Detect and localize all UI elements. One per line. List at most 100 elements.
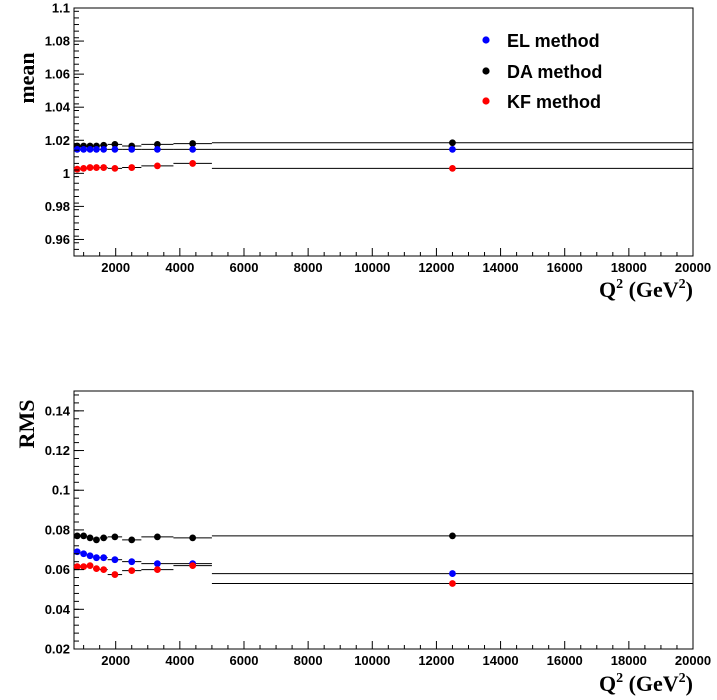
mean-y-tick-label: 1.1: [52, 1, 70, 16]
rms-kf-method-point: [73, 563, 81, 571]
rms-kf-method-point: [86, 562, 94, 570]
mean-el-method-point: [111, 145, 119, 153]
rms-da-method-point: [111, 533, 119, 541]
mean-x-tick-label: 14000: [482, 260, 518, 275]
mean-el-method-point: [100, 145, 108, 153]
mean-y-tick-label: 1.06: [45, 67, 70, 82]
rms-x-tick-label: 4000: [165, 653, 194, 668]
rms-y-tick-label: 0.08: [45, 522, 70, 537]
rms-el-method-point: [100, 554, 108, 562]
legend-label-el: EL method: [507, 31, 600, 51]
rms-x-tick-label: 10000: [354, 653, 390, 668]
rms-da-method-point: [93, 536, 100, 544]
mean-x-tick-label: 10000: [354, 260, 390, 275]
mean-x-axis-title: Q2 (GeV2): [599, 277, 693, 302]
rms-kf-method-point: [100, 566, 108, 574]
mean-x-tick-label: 6000: [230, 260, 259, 275]
mean-el-method-point: [73, 145, 81, 153]
mean-kf-method-point: [128, 164, 136, 171]
rms-panel: 2000 4000 6000 8000 10000 12000 14000 16000 1800…: [14, 390, 711, 696]
rms-da-method-point: [86, 534, 94, 542]
rms-el-method-point: [128, 558, 136, 566]
rms-y-tick-label: 0.02: [45, 642, 70, 657]
legend-marker-kf: [482, 97, 490, 105]
rms-kf-method-point: [153, 566, 161, 574]
rms-da-method-point: [449, 532, 456, 540]
mean-x-tick-label: 16000: [547, 260, 583, 275]
mean-y-tick-label: 0.96: [45, 232, 70, 247]
mean-data-marks: [73, 139, 693, 173]
rms-el-method-point: [449, 570, 456, 577]
mean-y-tick-label: 0.98: [45, 199, 70, 214]
rms-x-tick-label: 6000: [230, 653, 259, 668]
mean-kf-method-point: [80, 164, 88, 172]
mean-el-method-point: [153, 145, 161, 153]
legend: EL method DA method KF method: [482, 31, 602, 112]
mean-kf-method-point: [153, 162, 161, 170]
mean-x-tick-label: 20000: [675, 260, 711, 275]
rms-x-tick-label: 16000: [547, 653, 583, 668]
mean-el-method-point: [80, 145, 88, 153]
rms-el-method-point: [80, 550, 88, 558]
rms-kf-method-point: [189, 562, 197, 570]
mean-plot-frame: [73, 7, 694, 257]
rms-da-method-point: [153, 533, 161, 541]
rms-el-method-point: [86, 552, 94, 560]
rms-el-method-point: [153, 560, 161, 568]
rms-da-method-point: [100, 534, 108, 542]
rms-x-tick-label: 20000: [675, 653, 711, 668]
rms-x-tick-label: 8000: [294, 653, 323, 668]
rms-data-marks: [73, 532, 693, 587]
mean-kf-method-point: [111, 164, 119, 172]
mean-da-method-point: [111, 141, 119, 148]
mean-el-method-point: [93, 145, 100, 153]
legend-marker-da: [482, 67, 490, 75]
rms-kf-method-point: [80, 563, 88, 571]
rms-x-tick-label: 14000: [482, 653, 518, 668]
rms-y-tick-label: 0.12: [45, 443, 70, 458]
mean-x-tick-label: 18000: [611, 260, 647, 275]
mean-da-method-point: [153, 141, 161, 148]
rms-x-tick-label: 2000: [101, 653, 130, 668]
rms-da-method-point: [128, 536, 136, 544]
mean-el-method-point: [449, 145, 456, 153]
rms-x-axis-title: Q2 (GeV2): [599, 671, 693, 696]
mean-x-tick-label: 8000: [294, 260, 323, 275]
rms-da-method-point: [80, 532, 88, 540]
rms-axis-ticks: 2000 4000 6000 8000 10000 12000 14000 16000 1800…: [45, 394, 711, 668]
mean-da-method-point: [449, 139, 456, 147]
mean-y-axis-title: mean: [14, 52, 39, 103]
mean-el-method-point: [128, 145, 136, 153]
mean-kf-method-point: [86, 164, 94, 171]
mean-x-tick-label: 2000: [101, 260, 130, 275]
mean-kf-method-point: [73, 165, 81, 173]
mean-kf-method-point: [100, 164, 108, 171]
mean-da-method-point: [189, 140, 197, 147]
mean-y-tick-label: 1.04: [45, 100, 71, 115]
rms-y-tick-label: 0.1: [52, 483, 70, 498]
rms-kf-method-point: [111, 571, 119, 578]
rms-y-tick-label: 0.06: [45, 562, 70, 577]
mean-x-tick-label: 4000: [165, 260, 194, 275]
rms-kf-method-point: [449, 580, 456, 587]
mean-y-tick-label: 1: [63, 166, 70, 181]
rms-x-tick-label: 12000: [418, 653, 454, 668]
mean-el-method-point: [189, 145, 197, 153]
legend-marker-el: [482, 36, 490, 44]
legend-label-kf: KF method: [507, 92, 601, 112]
rms-el-method-point: [93, 554, 100, 562]
mean-kf-method-point: [189, 160, 197, 167]
rms-x-tick-label: 18000: [611, 653, 647, 668]
rms-y-tick-label: 0.14: [45, 403, 71, 418]
mean-x-tick-label: 12000: [418, 260, 454, 275]
legend-label-da: DA method: [507, 62, 602, 82]
rms-y-tick-label: 0.04: [45, 602, 71, 617]
mean-y-tick-label: 1.08: [45, 34, 70, 49]
rms-kf-method-point: [93, 565, 100, 573]
rms-y-axis-title: RMS: [14, 400, 39, 449]
mean-kf-method-point: [93, 164, 100, 171]
rms-kf-method-point: [128, 567, 136, 575]
mean-axis-ticks: 2000 4000 6000 8000 10000 12000 14000 16000 1800…: [45, 1, 711, 276]
rms-el-method-point: [111, 556, 119, 564]
